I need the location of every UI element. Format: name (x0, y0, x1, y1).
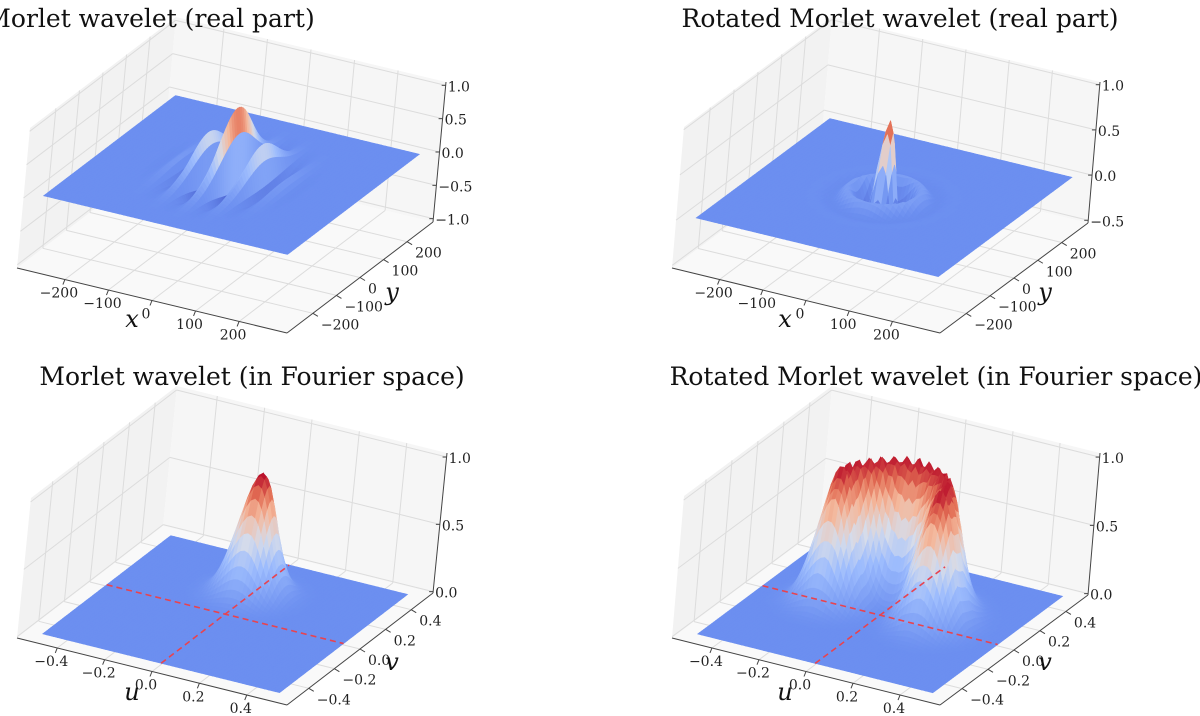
grid-line (169, 86, 440, 153)
grid-line (89, 212, 361, 278)
z-tick-label: −1.0 (435, 213, 469, 229)
tick-mark (149, 300, 153, 306)
x-tick-label: 200 (220, 327, 247, 343)
z-tick-label: 0.0 (442, 146, 464, 162)
tick-mark (236, 321, 240, 327)
tick-mark (193, 310, 197, 317)
grid-line (23, 86, 170, 199)
tick-mark (359, 277, 366, 281)
tick-mark (105, 289, 109, 296)
z-tick-label: 0.5 (445, 113, 467, 129)
grid-line (175, 19, 446, 86)
y-tick-label: −200 (321, 317, 359, 333)
surface-plot-2: −200−1000100200−200−1000100200−0.50.00.5… (671, 17, 1124, 343)
plot-rotated-morlet-real: −200 −100 0 100 200 −200 −100 0 100 200 −0.5 0.0 0.5… (600, 0, 1200, 358)
tick-mark (312, 312, 319, 317)
tick-mark (336, 294, 342, 299)
x-axis-label: x (125, 305, 139, 333)
grid-line (29, 19, 176, 132)
y-tick-label: 200 (415, 246, 442, 262)
plot-morlet-real: −200 −100 0 100 200 −200 −100 0 100 200 −1.0 −0.5 0.… (0, 0, 600, 358)
grid-line (42, 247, 314, 314)
grid-line (26, 53, 173, 166)
x-tick-label: −100 (83, 296, 121, 312)
x-tick-label: −200 (40, 286, 78, 302)
y-axis-label: y (384, 278, 399, 306)
tick-mark (406, 241, 413, 246)
surface-facet (225, 149, 229, 197)
y-tick-label: −100 (344, 299, 382, 315)
surface (42, 95, 421, 255)
y-tick-label: 0 (368, 282, 377, 298)
tick-mark (383, 259, 389, 264)
x-tick-label: 100 (176, 317, 203, 333)
x-tick-label: 0 (142, 307, 151, 323)
z-tick-label: 1.0 (448, 79, 470, 95)
grid-line (172, 53, 443, 120)
tick-mark (62, 279, 66, 285)
z-tick-label: −0.5 (438, 179, 472, 195)
surface-plot-1: −200−1000100200−200−1000100200−1.0−0.50.… (16, 17, 472, 343)
plot-title: Morlet wavelet (real part) (0, 4, 315, 33)
grid-line (66, 229, 337, 296)
